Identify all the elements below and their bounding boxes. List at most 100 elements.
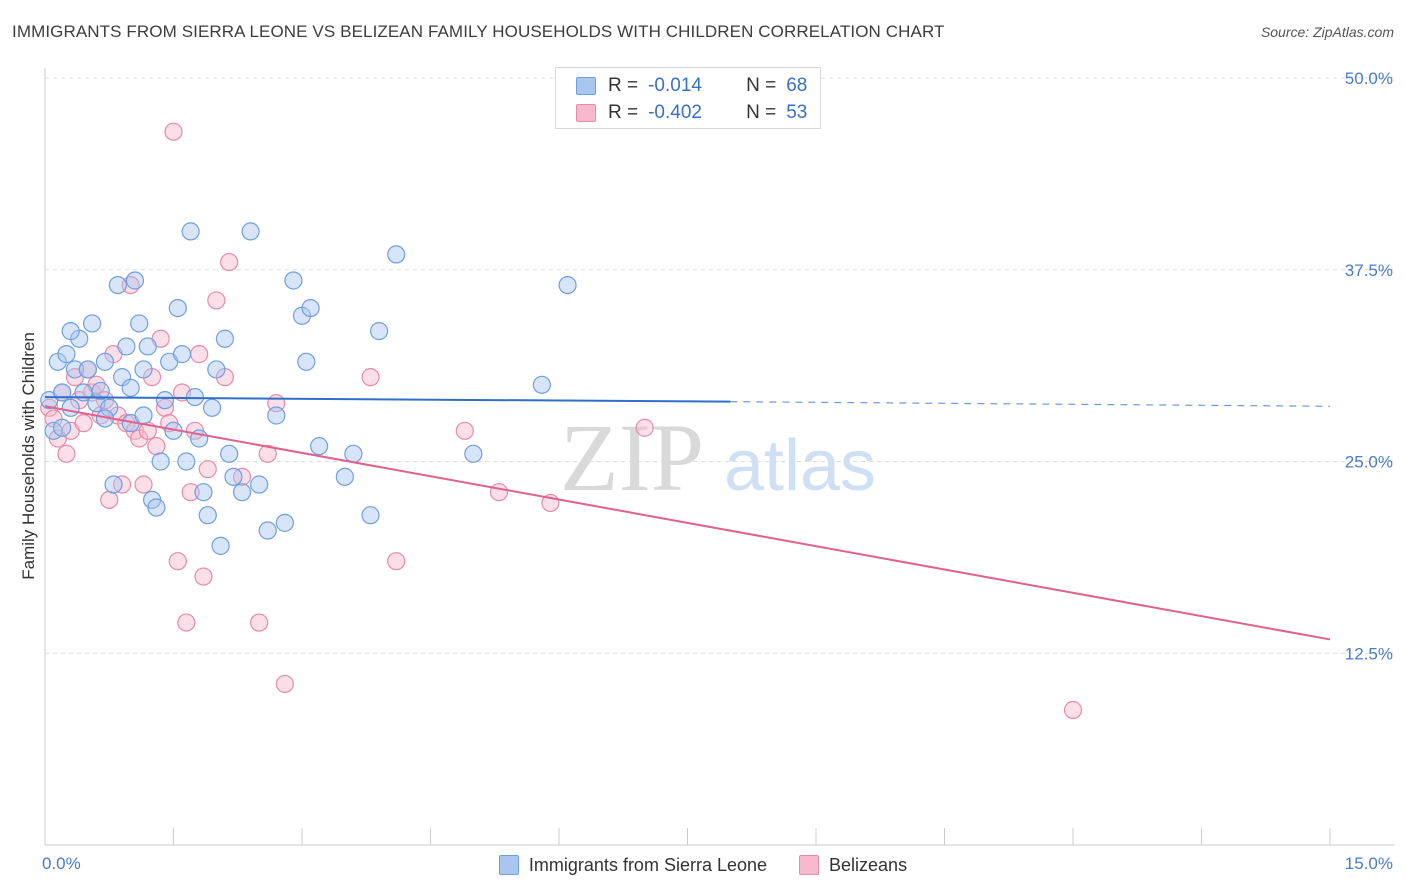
sierra-leone-point xyxy=(65,360,85,379)
legend-label-belizeans: Belizeans xyxy=(829,854,908,875)
sierra-leone-point xyxy=(57,345,76,364)
sierra-leone-point xyxy=(177,452,196,471)
sierra-leone-point xyxy=(301,299,320,318)
sierra-leone-point xyxy=(207,360,226,379)
belizeans-point xyxy=(258,444,277,463)
sierra-leone-point xyxy=(147,498,166,517)
watermark-atlas: atlas xyxy=(724,426,876,506)
r-value: -0.014 xyxy=(648,75,702,96)
belizeans-point xyxy=(164,122,183,141)
n-value: 53 xyxy=(786,102,808,123)
legend-swatch-pink xyxy=(576,104,596,122)
sierra-leone-point xyxy=(232,483,252,502)
sierra-leone-point xyxy=(297,352,316,371)
y-tick-label: 12.5% xyxy=(1345,644,1393,663)
belizeans-point xyxy=(134,475,153,494)
stats-legend: R = -0.014 N = 68 R = -0.402 N = 53 xyxy=(555,67,821,129)
sierra-leone-point xyxy=(134,360,153,379)
sierra-leone-point xyxy=(125,271,145,290)
chart-title: IMMIGRANTS FROM SIERRA LEONE VS BELIZEAN… xyxy=(12,22,945,41)
sierra-leone-point xyxy=(267,406,286,425)
y-axis-label: Family Households with Children xyxy=(19,332,38,580)
belizeans-point xyxy=(489,483,509,502)
y-tick-label: 25.0% xyxy=(1345,453,1393,472)
sierra-leone-point xyxy=(172,345,192,364)
sierra-leone-point xyxy=(155,391,175,410)
belizeans-point xyxy=(207,291,226,310)
n-label: N = xyxy=(746,75,777,96)
sierra-leone-point xyxy=(558,275,577,295)
belizeans-point xyxy=(74,414,93,433)
sierra-leone-point xyxy=(335,467,354,486)
legend-item-belizeans: Belizeans xyxy=(799,855,907,876)
sierra-leone-point xyxy=(181,222,200,241)
legend-swatch-blue xyxy=(576,77,596,95)
sierra-leone-point xyxy=(104,475,123,494)
x-tick-label: 0.0% xyxy=(42,854,81,873)
sierra-leone-point xyxy=(61,322,80,341)
sierra-leone-point xyxy=(130,314,149,333)
belizeans-point xyxy=(100,490,119,509)
belizeans-point xyxy=(177,613,196,632)
r-label: R = xyxy=(608,102,639,123)
belizeans-point xyxy=(147,437,166,456)
sierra-leone-point xyxy=(134,406,153,425)
sierra-leone-point xyxy=(532,375,551,394)
series-legend: Immigrants from Sierra Leone Belizeans xyxy=(0,852,1406,878)
belizeans-point xyxy=(387,552,406,571)
legend-label-sierra-leone: Immigrants from Sierra Leone xyxy=(528,854,768,875)
sierra-leone-point xyxy=(83,314,102,333)
sierra-leone-point xyxy=(275,513,294,532)
legend-swatch-blue xyxy=(498,855,519,875)
y-tick-label: 37.5% xyxy=(1345,261,1393,280)
tick-labels: 12.5% 25.0% 37.5% 50.0% 0.0% 15.0% xyxy=(42,69,1393,873)
y-tick-label: 50.0% xyxy=(1345,69,1393,88)
sierra-leone-point xyxy=(138,337,157,356)
belizeans-point xyxy=(168,552,187,571)
stats-row-sierra-leone: R = -0.014 N = 68 xyxy=(576,73,807,99)
sierra-leone-point xyxy=(215,329,234,348)
belizeans-point xyxy=(1063,700,1083,720)
n-value: 68 xyxy=(786,75,808,96)
belizeans-point xyxy=(455,421,474,440)
axes xyxy=(44,68,1395,846)
r-value: -0.402 xyxy=(648,102,702,123)
sierra-leone-trend-extension xyxy=(730,401,1331,407)
sierra-leone-point xyxy=(241,222,260,241)
sierra-leone-point xyxy=(168,299,187,318)
watermark: ZIP atlas xyxy=(560,404,876,511)
sierra-leone-point xyxy=(108,275,127,295)
sierra-leone-point xyxy=(310,437,329,456)
sierra-leone-point xyxy=(151,452,170,471)
sierra-leone-point xyxy=(284,271,303,290)
sierra-leone-trend-line xyxy=(44,396,731,403)
sierra-leone-point xyxy=(91,381,110,401)
belizeans-point xyxy=(220,252,239,272)
belizeans-point xyxy=(57,444,76,463)
sierra-leone-point xyxy=(61,398,80,417)
sierra-leone-point xyxy=(198,506,217,525)
stats-row-belizeans: R = -0.402 N = 53 xyxy=(576,100,807,126)
sierra-leone-point xyxy=(194,483,213,502)
sierra-leone-point xyxy=(117,337,136,356)
r-label: R = xyxy=(608,75,639,96)
series-sierra-leone-points xyxy=(40,222,577,555)
sierra-leone-point xyxy=(387,245,406,264)
sierra-leone-point xyxy=(250,475,269,494)
belizeans-point xyxy=(190,345,209,364)
sierra-leone-point xyxy=(220,444,239,463)
n-label: N = xyxy=(746,102,777,123)
sierra-leone-point xyxy=(53,418,72,437)
gridlines xyxy=(45,77,1395,654)
legend-item-sierra-leone: Immigrants from Sierra Leone xyxy=(498,854,768,876)
sierra-leone-point xyxy=(258,521,277,540)
source-label: Source: ZipAtlas.com xyxy=(1260,24,1394,40)
belizeans-point xyxy=(194,567,213,586)
belizeans-point xyxy=(181,483,200,502)
belizeans-point xyxy=(361,368,380,387)
belizeans-trend-line xyxy=(44,405,1331,641)
trend-lines xyxy=(44,396,1331,641)
sierra-leone-point xyxy=(78,360,97,379)
sierra-leone-point xyxy=(53,383,72,402)
